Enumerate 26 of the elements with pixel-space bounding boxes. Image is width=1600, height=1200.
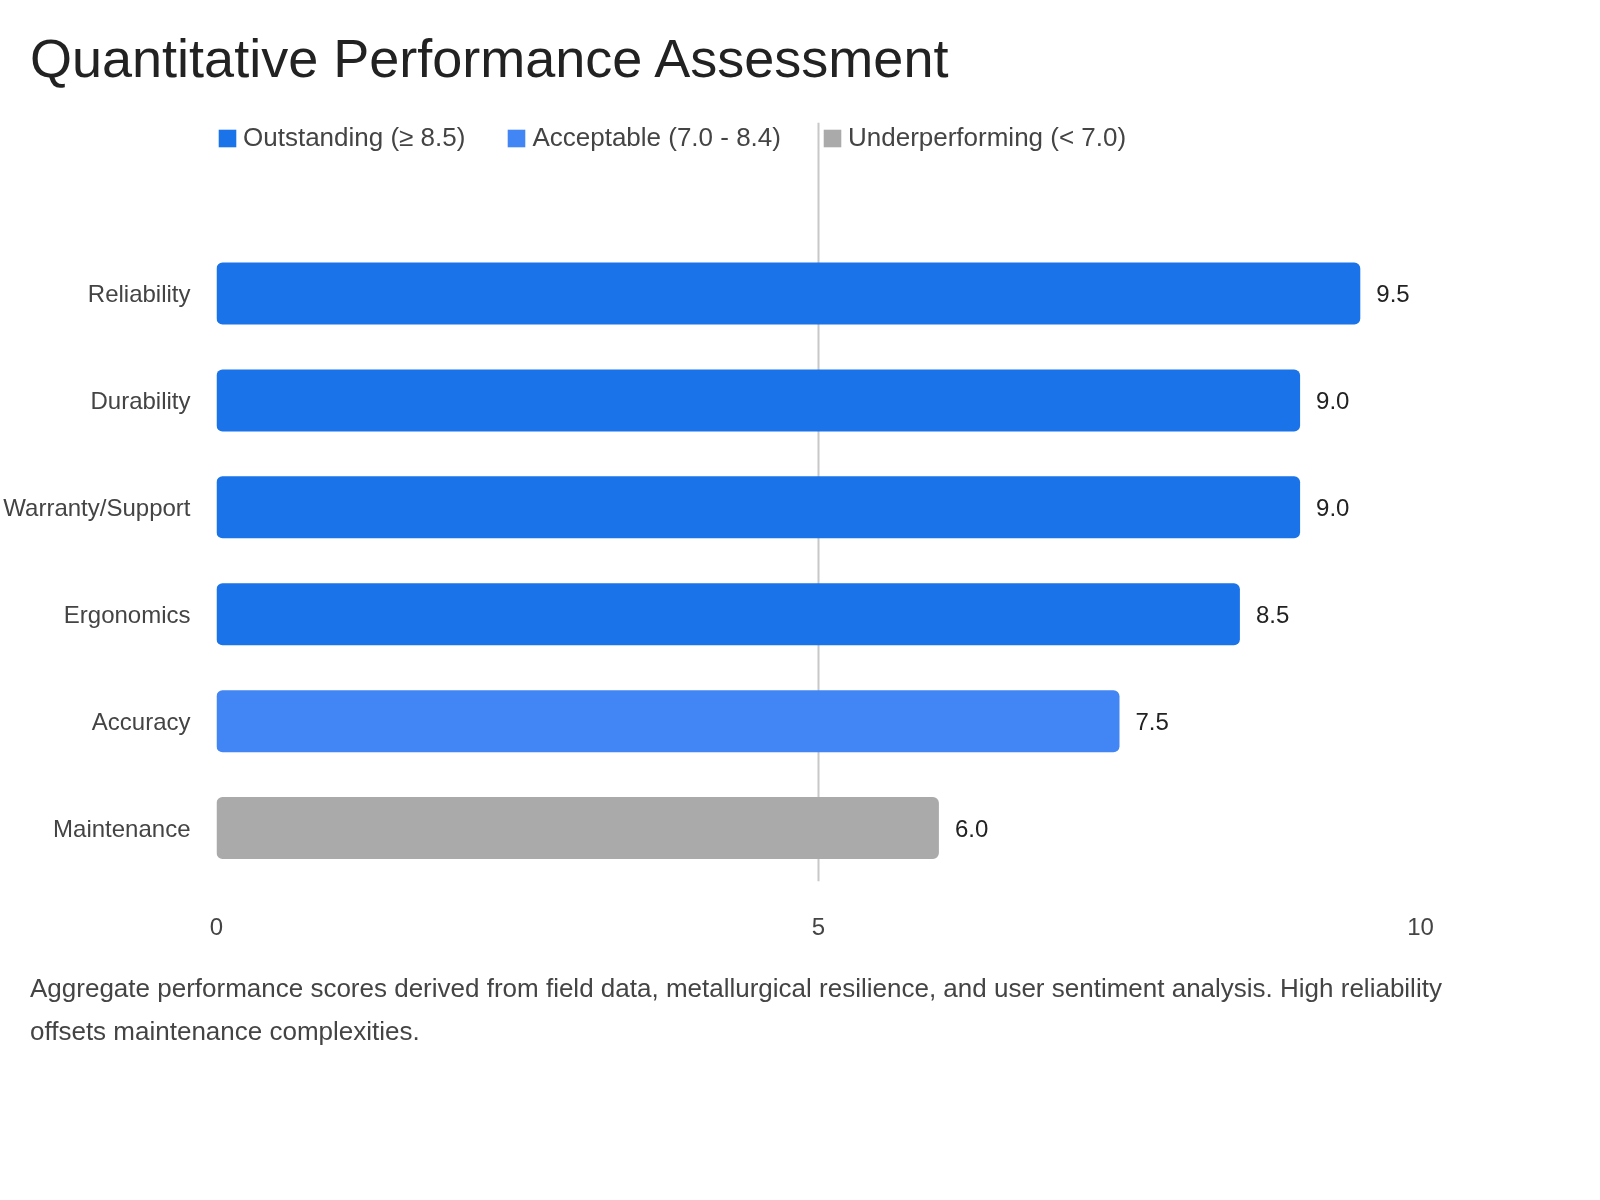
legend-label: Outstanding (≥ 8.5) <box>243 122 466 154</box>
legend-label: Acceptable (7.0 - 8.4) <box>532 122 781 154</box>
bar <box>216 583 1240 646</box>
chart-title: Quantitative Performance Assessment <box>30 27 949 90</box>
y-tick-label: Durability <box>90 387 191 415</box>
bar <box>216 262 1361 325</box>
bar <box>216 369 1301 432</box>
x-tick-label: 5 <box>811 912 826 940</box>
legend-label: Underperforming (< 7.0) <box>847 122 1127 154</box>
data-label: 8.5 <box>1255 600 1290 628</box>
x-tick-label: 0 <box>209 912 224 940</box>
data-label: 9.0 <box>1316 387 1350 415</box>
data-label: 9.0 <box>1316 493 1350 521</box>
y-tick-label: Maintenance <box>53 814 191 842</box>
y-tick-label: Reliability <box>87 280 191 308</box>
bar <box>216 476 1301 539</box>
y-tick-label: Accuracy <box>91 707 191 735</box>
bar <box>216 690 1120 753</box>
bar <box>216 797 939 860</box>
y-tick-label: Warranty/Support <box>3 493 191 521</box>
data-label: 9.5 <box>1376 280 1410 308</box>
data-label: 6.0 <box>954 814 989 842</box>
text: Aggregate performance scores derived from field data, metallurgical resilience, and user sentiment analysis. High reliability offsets maintenance complexities. <box>30 972 1443 1049</box>
y-tick-label: Ergonomics <box>63 600 191 628</box>
data-label: 7.5 <box>1135 707 1169 735</box>
x-tick-label: 10 <box>1407 912 1434 940</box>
